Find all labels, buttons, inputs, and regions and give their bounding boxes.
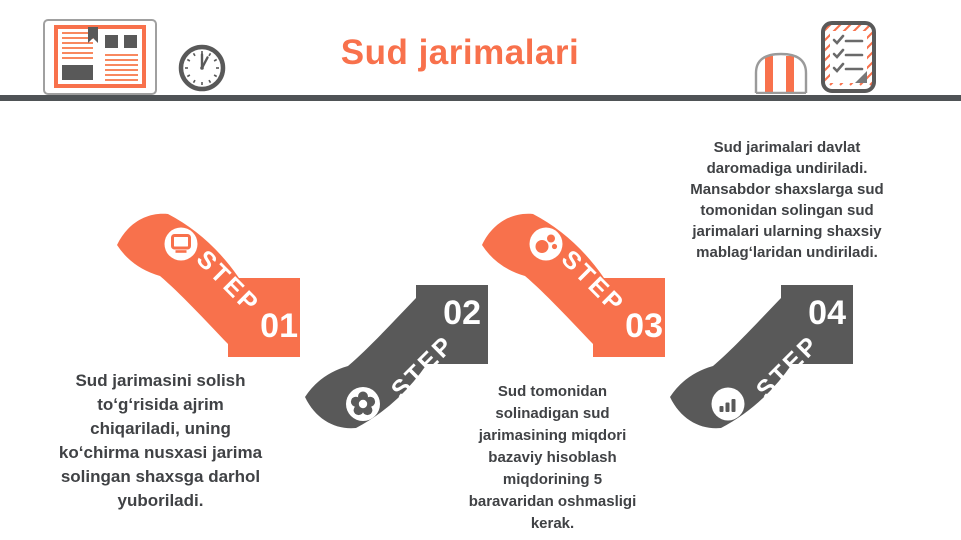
step-4: STEP 04 (663, 282, 858, 434)
step-2: STEP 02 (298, 282, 493, 434)
step-4-number: 04 (808, 294, 846, 332)
page-title: Sud jarimalari (340, 33, 580, 72)
step-3-description: Sud tomonidan solinadigan sud jarimasini… (468, 383, 637, 532)
checklist-icon (821, 21, 876, 93)
step-3-ribbon (482, 213, 665, 357)
luggage-icon (754, 52, 808, 94)
step-1-ribbon (117, 213, 300, 357)
monitor-icon (164, 227, 198, 261)
step-1-description: Sud jarimasini solish toʻgʻrisida ajrim … (58, 371, 263, 510)
header-divider (0, 95, 961, 101)
step-1-number: 01 (260, 307, 298, 345)
notebook-icon (43, 19, 157, 95)
step-2-number: 02 (443, 294, 481, 332)
step-3-number: 03 (625, 307, 663, 345)
step-1: STEP 01 (110, 208, 305, 360)
step-4-description: Sud jarimalari davlat daromadiga undiril… (690, 139, 884, 261)
flower-icon (346, 387, 380, 421)
bar-chart-icon (711, 387, 745, 421)
step-4-ribbon (670, 285, 853, 429)
clock-icon (178, 44, 226, 92)
dots-cluster-icon (529, 227, 563, 261)
step-3: STEP 03 (475, 208, 670, 360)
